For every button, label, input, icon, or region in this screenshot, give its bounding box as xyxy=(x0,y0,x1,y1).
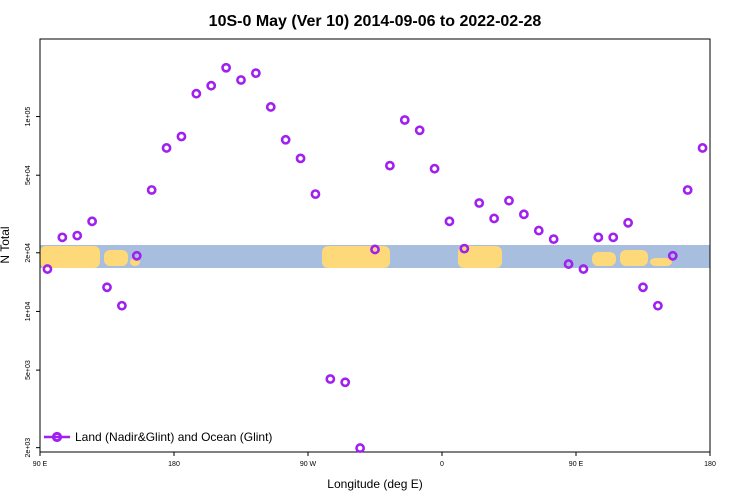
data-point xyxy=(310,189,321,200)
data-point xyxy=(623,217,634,228)
legend-label: Land (Nadir&Glint) and Ocean (Glint) xyxy=(75,430,272,444)
data-point xyxy=(131,250,142,261)
data-point xyxy=(206,80,217,91)
y-tick-label: 5e+03 xyxy=(25,360,32,380)
y-tick-label: 1e+04 xyxy=(25,302,32,322)
data-point xyxy=(593,232,604,243)
data-points xyxy=(42,62,708,453)
data-point xyxy=(236,75,246,85)
map-land xyxy=(650,258,672,266)
data-point xyxy=(608,232,619,243)
x-tick-label: 180 xyxy=(168,461,180,468)
y-tick-label: 5e+04 xyxy=(25,165,32,185)
x-tick-label: 90 E xyxy=(569,461,584,468)
data-point xyxy=(221,62,232,73)
data-point xyxy=(518,209,529,220)
data-point xyxy=(548,234,559,245)
x-axis-ticks: 90 E 180 90 W 0 90 E 180 xyxy=(33,452,716,468)
data-point xyxy=(370,244,380,255)
legend-marker-swatch xyxy=(51,431,63,443)
data-point xyxy=(355,443,366,453)
x-tick-label: 90 W xyxy=(300,461,317,468)
data-point xyxy=(72,230,83,241)
data-point xyxy=(102,282,112,293)
y-axis-ticks: 2e+03 5e+03 1e+04 2e+04 5e+04 1e+05 xyxy=(25,107,40,458)
data-point xyxy=(87,216,98,227)
y-tick-label: 1e+05 xyxy=(25,107,32,127)
map-land xyxy=(104,250,128,266)
data-point xyxy=(176,131,187,142)
plot-frame xyxy=(39,38,711,453)
x-tick-label: 0 xyxy=(440,461,444,468)
x-axis-label: Longitude (deg E) xyxy=(327,477,422,491)
data-point xyxy=(504,195,514,206)
data-point xyxy=(57,232,68,243)
data-point xyxy=(161,143,172,153)
data-point xyxy=(429,163,440,174)
data-point xyxy=(265,102,276,112)
data-point xyxy=(652,300,663,311)
map-land xyxy=(592,252,616,266)
data-point xyxy=(697,143,708,153)
map-band xyxy=(40,245,710,268)
data-point xyxy=(459,243,470,254)
y-axis-label: N Total xyxy=(0,226,12,263)
y-tick-label: 2e+04 xyxy=(25,243,32,263)
data-point xyxy=(325,374,336,384)
data-point xyxy=(578,264,589,274)
data-point xyxy=(280,134,291,145)
data-point xyxy=(533,225,544,236)
data-point xyxy=(340,377,351,388)
data-point xyxy=(489,213,500,224)
legend: Land (Nadir&Glint) and Ocean (Glint) xyxy=(44,430,272,444)
data-point xyxy=(295,153,306,164)
map-land xyxy=(458,246,502,268)
data-point xyxy=(444,216,455,227)
data-point xyxy=(638,282,648,293)
data-point xyxy=(116,300,127,311)
data-point xyxy=(42,264,53,274)
data-point xyxy=(474,198,485,208)
x-tick-label: 90 E xyxy=(33,461,48,468)
chart-title: 10S-0 May (Ver 10) 2014-09-06 to 2022-02… xyxy=(209,13,542,30)
data-point xyxy=(250,68,261,79)
y-tick-label: 2e+03 xyxy=(25,438,32,458)
data-point xyxy=(414,125,425,136)
data-point xyxy=(563,259,574,269)
x-tick-label: 180 xyxy=(704,461,716,468)
map-land xyxy=(620,250,648,266)
data-point xyxy=(146,185,157,195)
map-land xyxy=(40,246,100,268)
data-point xyxy=(191,88,202,99)
data-point xyxy=(399,115,410,125)
data-point xyxy=(667,250,678,261)
data-point xyxy=(682,185,693,195)
data-point xyxy=(384,160,395,171)
